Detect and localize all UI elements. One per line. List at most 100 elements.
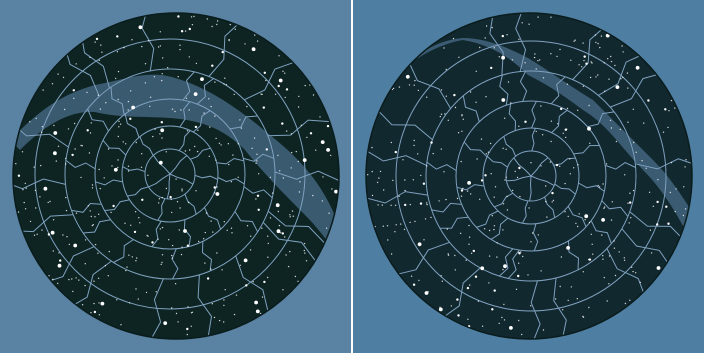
star	[410, 275, 413, 277]
star	[25, 187, 27, 189]
boundary-segment	[513, 157, 532, 177]
star	[537, 234, 539, 236]
star	[412, 179, 414, 181]
star	[439, 115, 441, 118]
star	[159, 133, 161, 135]
star	[542, 77, 545, 79]
star	[440, 89, 443, 91]
star	[599, 46, 601, 49]
star	[522, 255, 524, 258]
star	[206, 277, 210, 280]
star	[631, 266, 633, 268]
star	[135, 141, 137, 144]
boundary-ring	[505, 150, 557, 202]
star	[456, 298, 459, 301]
star	[184, 30, 187, 32]
star	[230, 227, 233, 229]
south-sky-map	[365, 12, 693, 340]
star	[443, 47, 445, 49]
star	[279, 170, 281, 172]
star	[212, 231, 214, 233]
star	[189, 149, 191, 151]
star	[84, 284, 86, 287]
star	[589, 142, 591, 144]
star	[583, 55, 586, 58]
star	[130, 224, 132, 226]
star	[90, 215, 93, 218]
star	[250, 235, 252, 237]
star	[395, 224, 397, 226]
star	[175, 312, 178, 315]
star	[161, 196, 163, 199]
star	[281, 122, 284, 125]
star	[216, 186, 218, 188]
star	[460, 189, 464, 192]
star	[602, 255, 604, 257]
star	[277, 84, 280, 88]
star	[611, 201, 613, 203]
star	[206, 18, 208, 20]
boundary-segment	[179, 101, 191, 128]
star	[601, 234, 603, 236]
star	[584, 214, 589, 219]
star	[550, 16, 552, 18]
star	[468, 224, 470, 227]
star	[139, 222, 141, 224]
star	[391, 88, 394, 91]
star	[200, 77, 204, 81]
star	[379, 170, 382, 173]
boundary-segment	[621, 228, 674, 271]
star	[378, 177, 380, 179]
star	[530, 162, 532, 164]
star	[604, 90, 606, 92]
star	[33, 166, 35, 168]
star	[49, 200, 51, 203]
boundary-segment	[243, 60, 298, 101]
star	[220, 144, 222, 146]
star	[113, 167, 118, 172]
star	[481, 325, 484, 327]
star	[239, 119, 241, 121]
star	[502, 268, 504, 271]
star	[608, 255, 611, 257]
star	[294, 275, 297, 278]
star	[570, 59, 572, 61]
star	[417, 89, 420, 92]
star	[52, 278, 54, 280]
star	[456, 197, 459, 200]
star	[214, 115, 216, 117]
star	[462, 118, 464, 121]
star	[426, 203, 428, 206]
star	[276, 229, 281, 234]
star	[51, 83, 54, 85]
star	[223, 321, 225, 323]
star	[447, 253, 449, 255]
star	[184, 150, 187, 152]
star	[162, 57, 164, 59]
star	[454, 106, 457, 109]
boundary-ring	[425, 70, 637, 282]
star	[125, 143, 127, 145]
star	[408, 84, 411, 86]
star	[92, 224, 95, 226]
star	[467, 181, 471, 185]
star	[265, 79, 267, 82]
star	[131, 256, 133, 258]
star	[127, 170, 130, 172]
star	[541, 134, 544, 136]
star	[57, 282, 59, 285]
star	[71, 278, 73, 280]
star	[555, 163, 559, 167]
boundary-segment	[127, 186, 149, 197]
star	[74, 148, 76, 150]
star	[443, 171, 445, 173]
star	[582, 42, 584, 44]
star	[175, 178, 177, 180]
star	[414, 220, 416, 223]
boundary-segment	[262, 222, 317, 262]
star	[99, 187, 101, 190]
star	[126, 266, 128, 268]
star	[413, 84, 415, 86]
star	[197, 129, 199, 131]
star	[383, 189, 385, 191]
